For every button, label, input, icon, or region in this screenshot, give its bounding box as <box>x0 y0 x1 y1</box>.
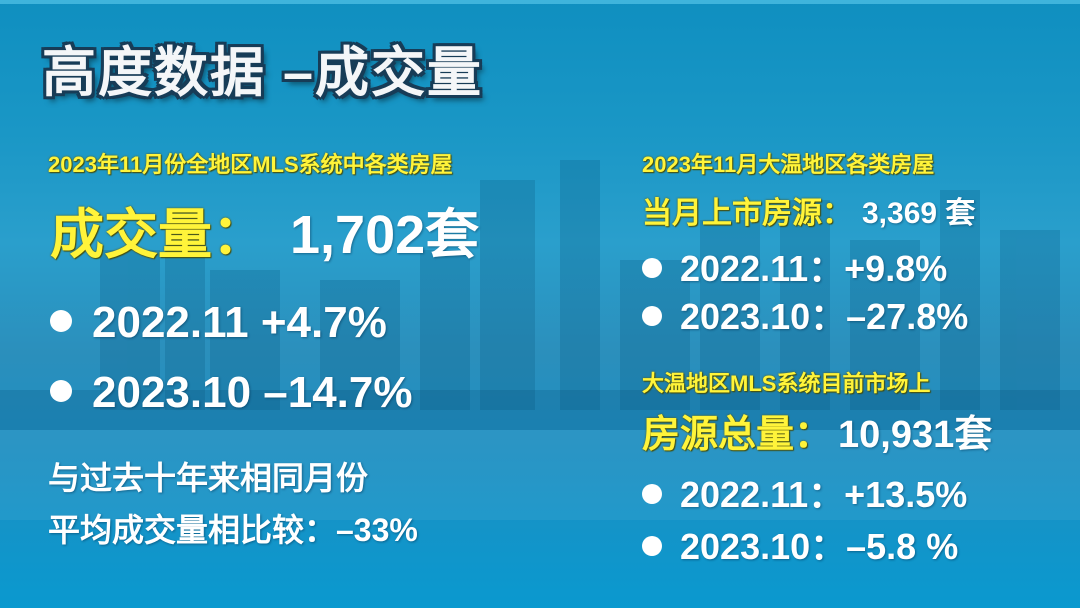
right-top-bullet-item: 2022.11：+9.8% <box>642 240 947 292</box>
left-headline-value: 1,702套 <box>290 205 480 265</box>
right-top-headline-value: 3,369 套 <box>862 197 976 230</box>
right-top-bullet-item: 2023.10：–27.8% <box>642 288 968 340</box>
right-bottom-headline: 房源总量： 10,931套 <box>642 403 992 458</box>
left-note-line: 与过去十年来相同月份 <box>48 460 369 496</box>
bullet-icon <box>642 536 662 557</box>
bullet-icon <box>50 310 72 333</box>
left-headline-label: 成交量： <box>50 205 266 265</box>
bullet-icon <box>642 258 662 279</box>
left-bullet-item: 2023.10 –14.7% <box>50 368 413 418</box>
page-title: 高度数据 –成交量 <box>42 43 484 103</box>
right-bottom-headline-value: 10,931套 <box>838 414 993 456</box>
right-bottom-bullet-item: 2023.10：–5.8 % <box>642 518 958 570</box>
right-bottom-bullet-item: 2022.11：+13.5% <box>642 466 967 518</box>
left-bullet-item: 2022.11 +4.7% <box>50 298 387 348</box>
bullet-icon <box>50 380 72 403</box>
right-bottom-headline-label: 房源总量： <box>642 414 833 456</box>
bullet-icon <box>642 306 662 327</box>
right-top-subtitle: 2023年11月大温地区各类房屋 <box>642 152 935 177</box>
left-subtitle: 2023年11月份全地区MLS系统中各类房屋 <box>48 152 453 177</box>
bullet-icon <box>642 484 662 505</box>
right-top-headline: 当月上市房源： 3,369 套 <box>642 188 975 232</box>
left-note-line: 平均成交量相比较：–33% <box>48 512 418 548</box>
right-bottom-subtitle: 大温地区MLS系统目前市场上 <box>642 371 931 396</box>
left-headline: 成交量： 1,702套 <box>50 190 479 269</box>
right-top-headline-label: 当月上市房源： <box>642 197 852 230</box>
